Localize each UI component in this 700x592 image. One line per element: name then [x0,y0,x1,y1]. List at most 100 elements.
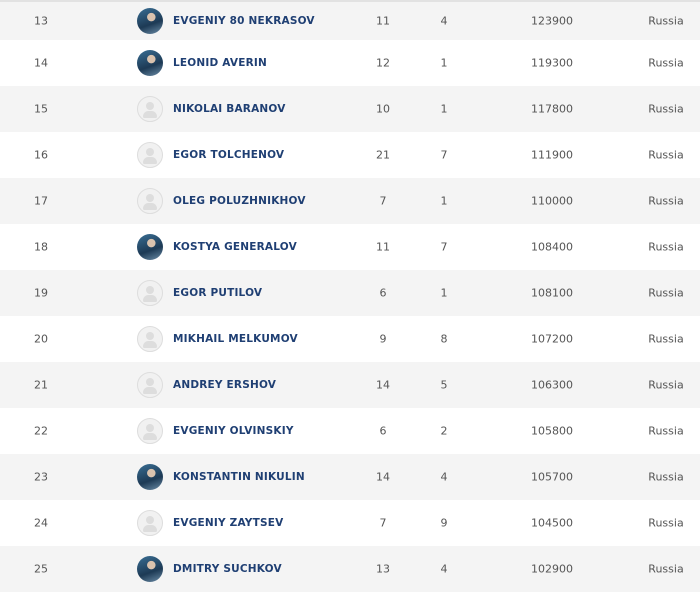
rank-cell: 14 [34,56,48,70]
stat-cell: 11 [376,14,390,28]
stat-cell: 1 [440,56,448,70]
player-name-link[interactable]: EGOR TOLCHENOV [173,149,285,161]
stat-cell: 1 [440,286,448,300]
table-row: 20 MIKHAIL MELKUMOV 9 8 107200 Russia [0,316,700,362]
stat-cell: 7 [440,240,448,254]
country-cell: Russia [648,424,684,438]
table-row: 22 EVGENIY OLVINSKIY 6 2 105800 Russia [0,408,700,454]
stat-cell: 7 [440,148,448,162]
player-name-link[interactable]: ANDREY ERSHOV [173,379,277,391]
points-cell: 107200 [531,332,573,346]
table-row: 18 KOSTYA GENERALOV 11 7 108400 Russia [0,224,700,270]
rank-cell: 25 [34,562,48,576]
rank-cell: 24 [34,516,48,530]
stat-cell: 14 [376,378,390,392]
stat-cell: 9 [440,516,448,530]
user-placeholder-icon[interactable] [137,142,163,168]
points-cell: 117800 [531,102,573,116]
player-name-link[interactable]: MIKHAIL MELKUMOV [173,333,298,345]
stat-cell: 13 [376,562,390,576]
avatar[interactable] [137,234,163,260]
country-cell: Russia [648,102,684,116]
avatar[interactable] [137,464,163,490]
player-name-link[interactable]: EGOR PUTILOV [173,287,263,299]
points-cell: 110000 [531,194,573,208]
points-cell: 123900 [531,14,573,28]
rank-cell: 23 [34,470,48,484]
stat-cell: 4 [440,14,448,28]
country-cell: Russia [648,516,684,530]
rank-cell: 21 [34,378,48,392]
country-cell: Russia [648,56,684,70]
stat-cell: 9 [379,332,387,346]
stat-cell: 4 [440,470,448,484]
points-cell: 119300 [531,56,573,70]
stat-cell: 21 [376,148,390,162]
stat-cell: 6 [379,286,387,300]
rank-cell: 13 [34,14,48,28]
player-name-link[interactable]: NIKOLAI BARANOV [173,103,286,115]
rank-cell: 20 [34,332,48,346]
stat-cell: 8 [440,332,448,346]
points-cell: 102900 [531,562,573,576]
table-row: 24 EVGENIY ZAYTSEV 7 9 104500 Russia [0,500,700,546]
stat-cell: 1 [440,102,448,116]
user-placeholder-icon[interactable] [137,326,163,352]
stat-cell: 10 [376,102,390,116]
stat-cell: 6 [379,424,387,438]
rank-cell: 19 [34,286,48,300]
avatar[interactable] [137,8,163,34]
stat-cell: 5 [440,378,448,392]
country-cell: Russia [648,14,684,28]
points-cell: 108100 [531,286,573,300]
user-placeholder-icon[interactable] [137,280,163,306]
player-name-link[interactable]: DMITRY SUCHKOV [173,563,282,575]
points-cell: 108400 [531,240,573,254]
table-row: 23 KONSTANTIN NIKULIN 14 4 105700 Russia [0,454,700,500]
user-placeholder-icon[interactable] [137,510,163,536]
points-cell: 105700 [531,470,573,484]
stat-cell: 2 [440,424,448,438]
player-name-link[interactable]: KONSTANTIN NIKULIN [173,471,305,483]
user-placeholder-icon[interactable] [137,418,163,444]
table-row: 13 EVGENIY 80 NEKRASOV 11 4 123900 Russia [0,2,700,40]
player-name-link[interactable]: EVGENIY 80 NEKRASOV [173,15,315,27]
player-name-link[interactable]: OLEG POLUZHNIKHOV [173,195,306,207]
points-cell: 105800 [531,424,573,438]
stat-cell: 12 [376,56,390,70]
country-cell: Russia [648,240,684,254]
table-row: 16 EGOR TOLCHENOV 21 7 111900 Russia [0,132,700,178]
user-placeholder-icon[interactable] [137,96,163,122]
rank-cell: 18 [34,240,48,254]
table-row: 25 DMITRY SUCHKOV 13 4 102900 Russia [0,546,700,592]
points-cell: 111900 [531,148,573,162]
rank-cell: 15 [34,102,48,116]
points-cell: 104500 [531,516,573,530]
country-cell: Russia [648,562,684,576]
country-cell: Russia [648,470,684,484]
table-row: 15 NIKOLAI BARANOV 10 1 117800 Russia [0,86,700,132]
stat-cell: 4 [440,562,448,576]
stat-cell: 7 [379,194,387,208]
player-name-link[interactable]: EVGENIY ZAYTSEV [173,517,284,529]
player-name-link[interactable]: LEONID AVERIN [173,57,267,69]
table-row: 14 LEONID AVERIN 12 1 119300 Russia [0,40,700,86]
country-cell: Russia [648,148,684,162]
country-cell: Russia [648,286,684,300]
player-name-link[interactable]: KOSTYA GENERALOV [173,241,297,253]
player-name-link[interactable]: EVGENIY OLVINSKIY [173,425,294,437]
user-placeholder-icon[interactable] [137,188,163,214]
country-cell: Russia [648,378,684,392]
table-row: 17 OLEG POLUZHNIKHOV 7 1 110000 Russia [0,178,700,224]
avatar[interactable] [137,50,163,76]
rank-cell: 17 [34,194,48,208]
table-row: 19 EGOR PUTILOV 6 1 108100 Russia [0,270,700,316]
country-cell: Russia [648,194,684,208]
avatar[interactable] [137,556,163,582]
stat-cell: 11 [376,240,390,254]
user-placeholder-icon[interactable] [137,372,163,398]
rank-cell: 16 [34,148,48,162]
stat-cell: 1 [440,194,448,208]
points-cell: 106300 [531,378,573,392]
